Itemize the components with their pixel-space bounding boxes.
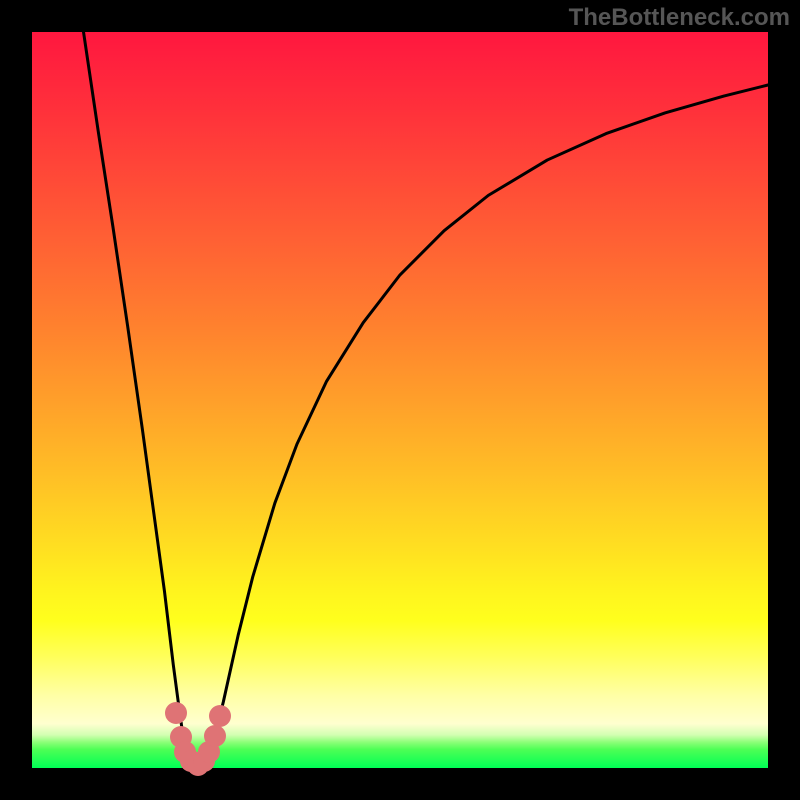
plot-area	[32, 32, 768, 768]
valley-dot	[209, 705, 231, 727]
dots-layer	[32, 32, 768, 768]
valley-dot	[165, 702, 187, 724]
chart-container: TheBottleneck.com	[0, 0, 800, 800]
watermark-text: TheBottleneck.com	[569, 4, 790, 32]
valley-dot	[204, 725, 226, 747]
